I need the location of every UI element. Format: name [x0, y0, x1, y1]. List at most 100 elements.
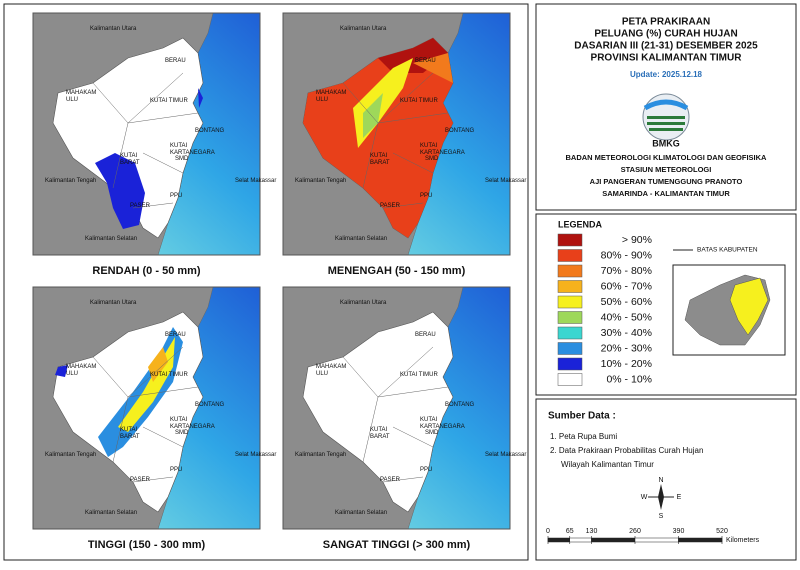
map-label-line: BERAU [415, 58, 436, 64]
map-label-line: ULU [316, 97, 328, 103]
map-label-line: MAHAKAM [316, 364, 346, 370]
map-label: KUTAI BARAT [120, 153, 140, 166]
map-label: SMD [175, 156, 189, 162]
scale-label: 520 [716, 528, 728, 535]
scale-label: 130 [586, 528, 598, 535]
legend-swatch [557, 357, 583, 371]
source-item: 1. Peta Rupa Bumi [550, 432, 617, 441]
map-label: PPU [170, 467, 182, 473]
map-label: KUTAI KARTANEGARA [420, 143, 465, 156]
agency-name: SAMARINDA - KALIMANTAN TIMUR [602, 189, 730, 198]
map-label: MAHAKAM ULU [66, 90, 96, 103]
map-label: KUTAI KARTANEGARA [170, 417, 215, 430]
scale-label: 0 [546, 528, 550, 535]
map-panel: Kalimantan Utara BERAU MAHAKAM ULU KUTAI TIM… [32, 286, 276, 530]
map-label: BONTANG [445, 128, 475, 134]
map-label: PASER [130, 477, 151, 483]
map-label: Selat Makassar [235, 178, 276, 184]
scale-segment [634, 537, 679, 543]
map-title: PROVINSI KALIMANTAN TIMUR [591, 53, 743, 64]
map-label-line: Kalimantan Utara [90, 300, 137, 306]
province [302, 311, 454, 513]
map-label-line: BONTANG [195, 128, 225, 134]
legend-label: 10% - 20% [601, 358, 652, 370]
map-label-line: KARTANEGARA [420, 424, 465, 430]
map-label: KUTAI KARTANEGARA [170, 143, 215, 156]
map-label: Kalimantan Utara [340, 26, 387, 32]
map-label-line: KUTAI [120, 427, 138, 433]
compass-letter: W [641, 494, 648, 501]
map-title: PETA PRAKIRAAN [622, 17, 710, 28]
legend-swatch [557, 249, 583, 262]
map-label-line: ULU [316, 371, 328, 377]
map-label-line: Kalimantan Selatan [335, 510, 387, 516]
map-label-line: KUTAI TIMUR [400, 372, 438, 378]
map-label-line: Kalimantan Utara [340, 26, 387, 32]
scale-segment [591, 537, 636, 543]
map-label: Kalimantan Selatan [85, 510, 137, 516]
map-label-line: KUTAI [170, 417, 188, 423]
map-label: Kalimantan Utara [90, 300, 137, 306]
legend-swatch [557, 311, 583, 324]
map-label-line: KUTAI [170, 143, 188, 149]
scale-segment [547, 537, 570, 543]
map-label: Kalimantan Tengah [45, 452, 96, 458]
panel-title: SANGAT TINGGI (> 300 mm) [323, 539, 471, 551]
map-label: BERAU [165, 332, 186, 338]
compass-letter: S [659, 513, 664, 520]
map-label-line: BERAU [165, 332, 186, 338]
map-label-line: PPU [420, 467, 432, 473]
legend-label: 30% - 40% [601, 327, 652, 339]
map-label-line: BERAU [415, 332, 436, 338]
panel-frame [32, 286, 261, 530]
map-label-line: Kalimantan Selatan [85, 236, 137, 242]
update-date: Update: 2025.12.18 [630, 70, 703, 79]
map-label-line: KARTANEGARA [170, 150, 215, 156]
agency-name: BADAN METEOROLOGI KLIMATOLOGI DAN GEOFIS… [566, 153, 768, 162]
map-label: KUTAI TIMUR [150, 98, 188, 104]
source-item: Wilayah Kalimantan Timur [561, 460, 654, 469]
map-label-line: KUTAI [420, 417, 438, 423]
map-label-line: Kalimantan Selatan [85, 510, 137, 516]
probability-area [55, 365, 68, 377]
scale-unit: Kilometers [726, 537, 760, 544]
bmkg-logo [642, 93, 690, 141]
map-label: SMD [425, 430, 439, 436]
map-panel: Kalimantan Utara BERAU MAHAKAM ULU KUTAI TIM… [32, 12, 276, 256]
map-label-line: Selat Makassar [485, 178, 526, 184]
map-label: Kalimantan Tengah [295, 452, 346, 458]
legend-label: 80% - 90% [601, 249, 652, 261]
map-label: KUTAI BARAT [370, 153, 390, 166]
map-label: Selat Makassar [235, 452, 276, 458]
map-label-line: PPU [170, 467, 182, 473]
map-label: MAHAKAM ULU [316, 364, 346, 377]
source-item: 2. Data Prakiraan Probabilitas Curah Huj… [550, 446, 703, 455]
map-label: BERAU [415, 332, 436, 338]
map-panel: Kalimantan Utara BERAU MAHAKAM ULU KUTAI TIM… [282, 12, 526, 256]
map-label-line: KARTANEGARA [420, 150, 465, 156]
regency-border [92, 72, 199, 209]
legend-label: > 90% [622, 234, 652, 246]
map-label-line: PPU [170, 193, 182, 199]
probability-area [198, 88, 203, 108]
map-label-line: BARAT [370, 160, 390, 166]
map-label: KUTAI KARTANEGARA [420, 417, 465, 430]
map-label-line: MAHAKAM [66, 90, 96, 96]
map-label-line: KUTAI [120, 153, 138, 159]
map-label: PPU [420, 193, 432, 199]
legend-swatch [557, 280, 583, 293]
map-label: MAHAKAM ULU [316, 90, 346, 103]
legend-title: LEGENDA [558, 219, 603, 229]
map-label-line: PPU [420, 193, 432, 199]
legend-swatch [557, 373, 583, 386]
map-label-line: SMD [175, 430, 189, 436]
map-label-line: BERAU [165, 58, 186, 64]
map-label: KUTAI BARAT [370, 427, 390, 440]
panel-frame [282, 286, 511, 530]
map-label-line: BONTANG [195, 402, 225, 408]
map-label-line: Selat Makassar [485, 452, 526, 458]
legend-swatch [557, 264, 583, 278]
map-label-line: Selat Makassar [235, 452, 276, 458]
map-label-line: Kalimantan Tengah [45, 178, 96, 184]
